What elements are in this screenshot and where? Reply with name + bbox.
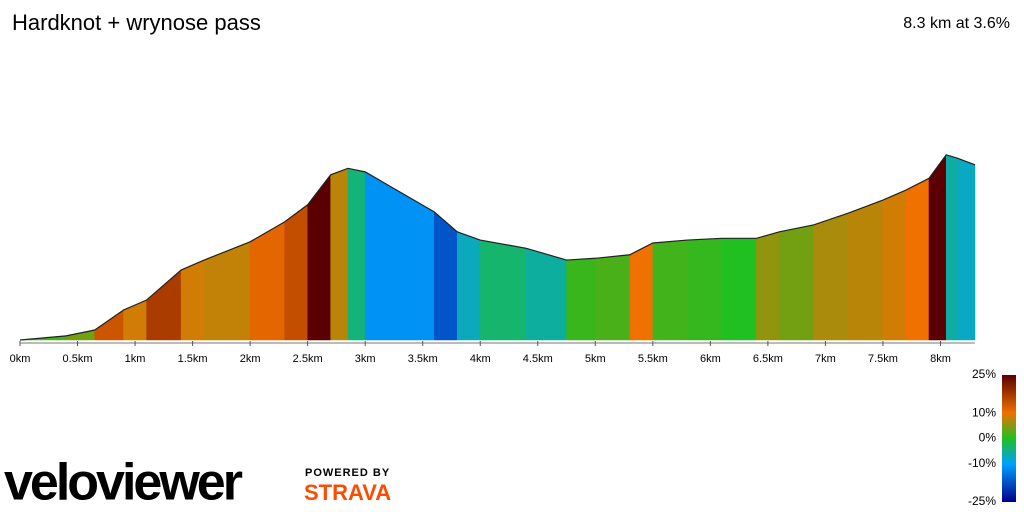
elevation-segment xyxy=(566,258,596,341)
elevation-segment xyxy=(928,154,947,341)
colorbar-tick-label: 25% xyxy=(972,367,996,381)
x-tick-label: 4km xyxy=(470,353,491,365)
chart-subtitle: 8.3 km at 3.6% xyxy=(903,15,1010,32)
elevation-segment xyxy=(347,168,366,341)
elevation-segment xyxy=(284,204,308,341)
colorbar-tick-label: 10% xyxy=(972,405,996,419)
x-tick-label: 6km xyxy=(700,353,721,365)
elevation-segment xyxy=(364,171,400,341)
x-tick-label: 2km xyxy=(240,353,261,365)
x-tick-label: 7.5km xyxy=(868,353,898,365)
elevation-segment xyxy=(687,238,723,341)
x-tick-label: 3km xyxy=(355,353,376,365)
x-tick-label: 5km xyxy=(585,353,606,365)
elevation-segment xyxy=(813,212,849,341)
elevation-segment xyxy=(652,239,688,341)
x-tick-label: 5.5km xyxy=(638,353,668,365)
elevation-outline xyxy=(19,154,976,341)
colorbar-tick-label: -10% xyxy=(968,456,996,470)
elevation-segment xyxy=(882,189,907,341)
x-tick-label: 3.5km xyxy=(408,353,438,365)
x-tick-label: 4.5km xyxy=(523,353,553,365)
colorbar xyxy=(1002,375,1016,502)
elevation-segment xyxy=(203,241,251,341)
elevation-segment xyxy=(629,242,654,341)
elevation-segment xyxy=(779,224,815,341)
elevation-segment xyxy=(180,259,205,341)
chart-title: Hardknot + wrynose pass xyxy=(12,10,261,35)
x-tick-label: 1km xyxy=(125,353,146,365)
elevation-segment xyxy=(479,239,527,341)
elevation-segment xyxy=(456,231,481,341)
elevation-segment xyxy=(945,154,958,341)
x-tick-label: 0.5km xyxy=(63,353,93,365)
elevation-segment xyxy=(249,221,285,341)
elevation-segment xyxy=(595,254,631,341)
x-tick-label: 7km xyxy=(815,353,836,365)
elevation-segment xyxy=(905,177,930,341)
elevation-segment xyxy=(94,309,124,341)
elevation-segment xyxy=(526,247,567,341)
colorbar-tick-label: 0% xyxy=(979,431,997,445)
brand: STRAVA xyxy=(304,480,391,505)
elevation-segment xyxy=(756,231,780,341)
x-tick-label: 0km xyxy=(10,353,31,365)
elevation-segment xyxy=(330,167,349,341)
elevation-segment xyxy=(957,157,976,341)
elevation-segment xyxy=(123,299,147,341)
elevation-segment xyxy=(399,191,435,341)
elevation-segment xyxy=(721,238,757,341)
x-tick-label: 2.5km xyxy=(293,353,323,365)
elevation-segment xyxy=(146,269,182,341)
logo: veloviewer xyxy=(4,454,243,512)
x-tick-label: 8km xyxy=(930,353,951,365)
x-tick-label: 6.5km xyxy=(753,353,783,365)
colorbar-tick-label: -25% xyxy=(968,494,996,508)
elevation-segment xyxy=(848,199,884,341)
x-tick-label: 1.5km xyxy=(178,353,208,365)
elevation-segment xyxy=(433,211,458,341)
powered-by: POWERED BY xyxy=(305,467,390,479)
